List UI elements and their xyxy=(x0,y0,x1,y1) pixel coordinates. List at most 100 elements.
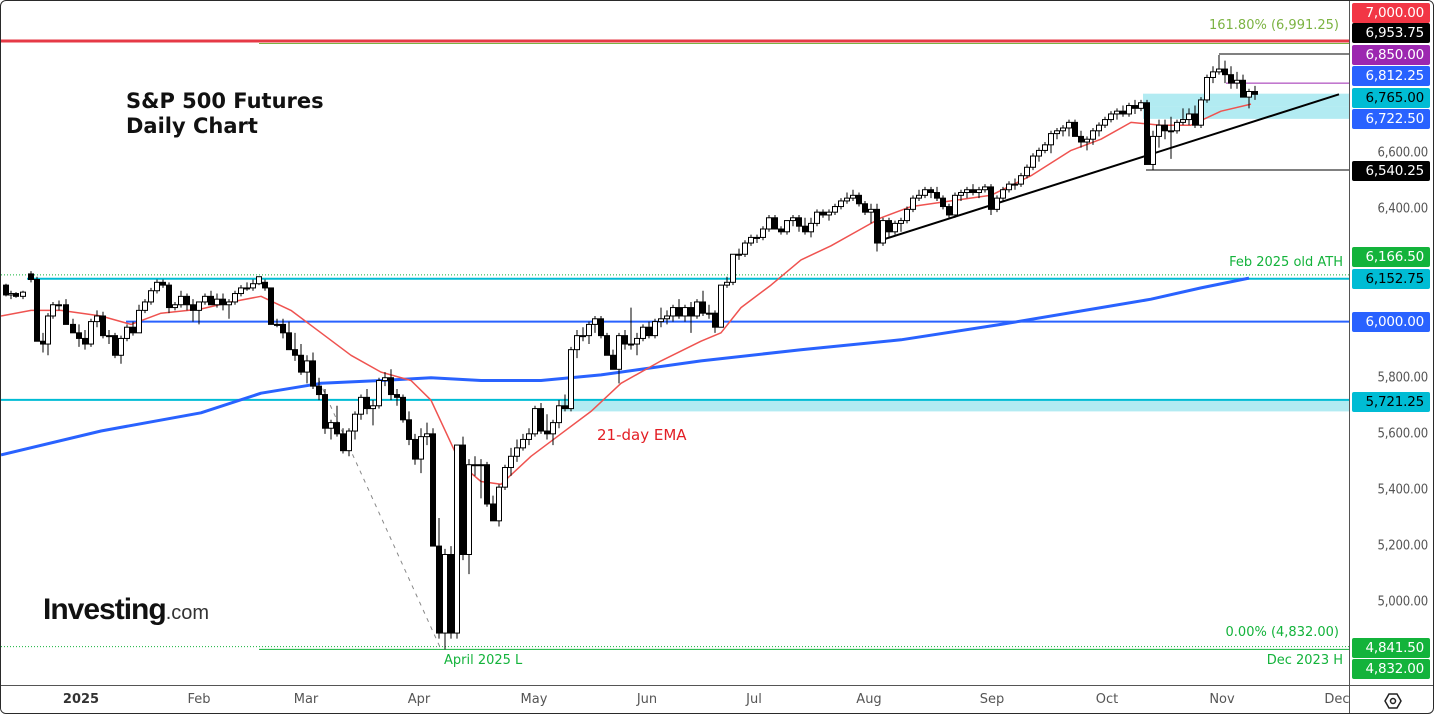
candle-up xyxy=(1018,175,1024,185)
candle-down xyxy=(1222,68,1228,76)
candle-down xyxy=(298,354,304,373)
candle-up xyxy=(910,197,916,210)
time-tick-label: Mar xyxy=(293,692,319,707)
candle-up xyxy=(1168,130,1174,133)
time-axis[interactable]: 2025 Feb Mar Apr May Jun Jul Aug Sep Oct Nov Dec xyxy=(1,685,1350,713)
candle-up xyxy=(526,433,532,440)
candle-up xyxy=(376,380,382,407)
candle-up xyxy=(628,343,634,346)
candle-up xyxy=(814,211,820,224)
candle-down xyxy=(280,323,286,334)
candle-up xyxy=(892,222,898,233)
time-tick-label: Feb xyxy=(187,692,211,707)
candle-up xyxy=(1174,121,1180,132)
candle-up xyxy=(586,323,592,337)
candle-up xyxy=(328,422,334,429)
axis-settings-button[interactable] xyxy=(1349,685,1433,713)
candle-up xyxy=(1216,68,1222,73)
annotation-label: April 2025 L xyxy=(444,653,523,669)
candle-up xyxy=(178,295,184,306)
candle-up xyxy=(424,433,430,438)
chart-plot-area[interactable]: S&P 500 Futures Daily Chart Investing.co… xyxy=(1,1,1349,685)
candle-down xyxy=(70,323,76,334)
price-tick-label: 5,600.00 xyxy=(1377,426,1429,442)
candle-up xyxy=(1234,79,1240,84)
candle-down xyxy=(676,307,682,317)
price-tag: 7,000.00 xyxy=(1352,3,1430,23)
annotation-label: 21-day EMA xyxy=(597,425,687,444)
candle-up xyxy=(1030,155,1036,168)
price-tag: 6,722.50 xyxy=(1352,109,1430,129)
candle-down xyxy=(1192,113,1198,126)
candle-down xyxy=(1132,105,1138,109)
candle-down xyxy=(34,279,40,342)
candle-down xyxy=(988,186,994,210)
candle-up xyxy=(658,318,664,323)
candle-up xyxy=(790,217,796,222)
candle-down xyxy=(364,396,370,410)
candle-down xyxy=(190,304,196,311)
candle-down xyxy=(688,307,694,317)
price-tick-label: 5,000.00 xyxy=(1377,594,1429,610)
candle-down xyxy=(208,295,214,306)
candle-up xyxy=(45,315,51,345)
candle-down xyxy=(262,281,268,289)
candle-down xyxy=(322,394,328,429)
candle-up xyxy=(1108,113,1114,121)
candle-up xyxy=(958,192,964,196)
candle-up xyxy=(238,287,244,295)
candle-up xyxy=(304,360,310,373)
time-tick-label: Oct xyxy=(1095,692,1119,707)
candlestick-chart[interactable] xyxy=(1,1,1349,685)
settings-hexagon-icon xyxy=(1384,693,1402,709)
candle-up xyxy=(1090,130,1096,140)
candle-up xyxy=(172,304,178,309)
candle-up xyxy=(202,295,208,303)
candle-up xyxy=(94,315,100,323)
candle-down xyxy=(400,396,406,421)
candle-down xyxy=(796,217,802,227)
candle-up xyxy=(844,197,850,202)
candle-up xyxy=(964,189,970,194)
time-tick-label: Dec xyxy=(1324,692,1350,707)
candle-up xyxy=(1066,121,1072,129)
annotation-label: Feb 2025 old ATH xyxy=(1229,254,1343,270)
candle-down xyxy=(292,349,298,356)
candle-up xyxy=(1042,144,1048,151)
candle-up xyxy=(742,242,748,255)
candle-down xyxy=(310,360,316,387)
candle-up xyxy=(8,293,14,296)
candle-up xyxy=(88,321,94,345)
candle-up xyxy=(274,323,280,326)
candle-down xyxy=(160,281,166,286)
candle-up xyxy=(478,464,484,467)
price-axis[interactable]: 6,600.00 6,400.00 5,800.00 5,600.00 5,400.00… xyxy=(1349,1,1433,685)
candle-up xyxy=(670,307,676,317)
price-tag: 6,812.25 xyxy=(1352,66,1430,86)
candle-up xyxy=(1006,183,1012,191)
annotation-label: 161.80% (6,991.25) xyxy=(1208,17,1339,33)
candle-up xyxy=(1012,183,1018,186)
chart-title: S&P 500 Futures Daily Chart xyxy=(126,89,324,139)
candle-up xyxy=(916,194,922,199)
investing-logo: Investing.com xyxy=(43,593,209,627)
candle-up xyxy=(1198,99,1204,126)
candle-down xyxy=(1252,91,1258,95)
candle-up xyxy=(502,467,508,488)
price-tick-label: 6,400.00 xyxy=(1377,201,1429,217)
candle-down xyxy=(286,332,292,351)
candle-up xyxy=(466,464,472,555)
candle-up xyxy=(1114,110,1120,115)
candle-up xyxy=(706,312,712,315)
candle-down xyxy=(778,228,784,233)
price-tick-label: 5,800.00 xyxy=(1377,370,1429,386)
candle-down xyxy=(1240,79,1246,98)
candle-down xyxy=(1162,124,1168,132)
candle-down xyxy=(448,553,454,634)
candle-up xyxy=(868,208,874,213)
candle-down xyxy=(856,194,862,205)
candle-down xyxy=(3,284,9,296)
price-tag: 6,540.25 xyxy=(1352,161,1430,181)
price-tick-label: 5,200.00 xyxy=(1377,538,1429,554)
annotation-label: Dec 2023 H xyxy=(1266,653,1343,669)
